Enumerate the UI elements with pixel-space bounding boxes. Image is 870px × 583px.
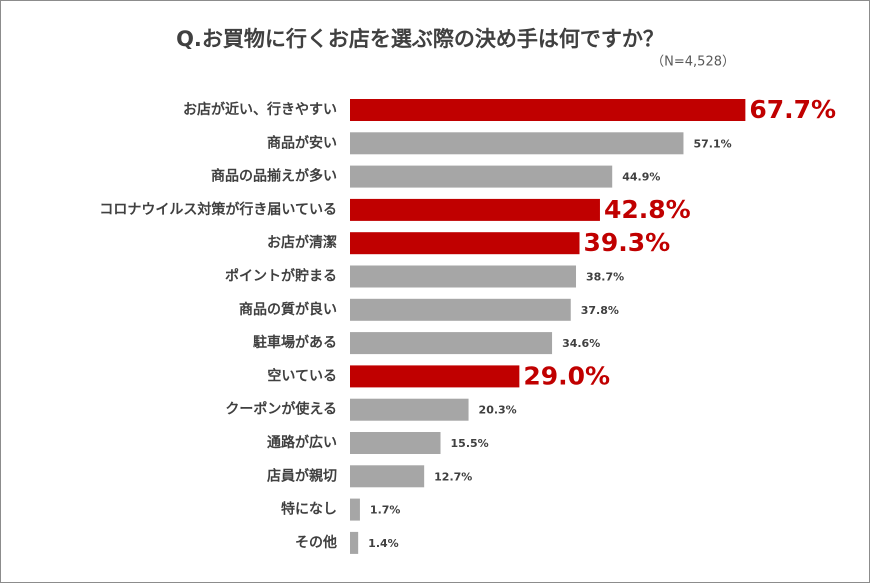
bar [350, 498, 360, 521]
bar [350, 132, 684, 155]
value-label: 37.8% [581, 304, 619, 317]
chart-title: Q.お買物に行くお店を選ぶ際の決め手は何ですか？ [176, 27, 664, 51]
bar [350, 398, 469, 421]
bar [350, 531, 359, 554]
category-label: その他 [295, 534, 337, 551]
bar [350, 165, 613, 188]
value-label: 67.7% [749, 95, 836, 124]
value-label: 15.5% [451, 437, 489, 450]
category-label: 商品の質が良い [239, 301, 337, 318]
bar [350, 432, 441, 454]
value-label: 44.9% [622, 171, 660, 184]
category-label: お店が近い、行きやすい [183, 101, 337, 118]
bar [350, 198, 600, 221]
category-label: お店が清潔 [267, 234, 337, 251]
bar [350, 232, 580, 255]
bar [350, 265, 577, 288]
bar [350, 332, 553, 355]
chart-subtitle: （N=4,528） [651, 55, 735, 70]
bar [350, 298, 571, 321]
category-label: 店員が親切 [267, 467, 337, 484]
value-label: 42.8% [604, 195, 691, 224]
category-label: 特になし [281, 501, 337, 518]
category-label: 通路が広い [267, 434, 337, 451]
bar [350, 365, 520, 388]
value-label: 1.7% [370, 504, 401, 517]
value-label: 57.1% [693, 137, 731, 150]
value-label: 12.7% [434, 470, 472, 483]
value-label: 20.3% [479, 404, 517, 417]
value-label: 34.6% [562, 337, 600, 350]
value-label: 38.7% [586, 271, 624, 284]
category-label: 商品の品揃えが多い [211, 168, 337, 185]
category-label: 商品が安い [267, 134, 337, 151]
bar [350, 99, 746, 121]
category-label: ポイントが貯まる [225, 268, 337, 285]
value-label: 29.0% [523, 361, 610, 390]
category-label: クーポンが使える [225, 401, 337, 418]
value-label: 1.4% [368, 537, 399, 550]
value-label: 39.3% [584, 228, 671, 257]
bar [350, 465, 425, 488]
category-label: 駐車場がある [253, 334, 337, 351]
category-label: コロナウイルス対策が行き届いている [99, 201, 337, 218]
category-label: 空いている [267, 367, 337, 384]
